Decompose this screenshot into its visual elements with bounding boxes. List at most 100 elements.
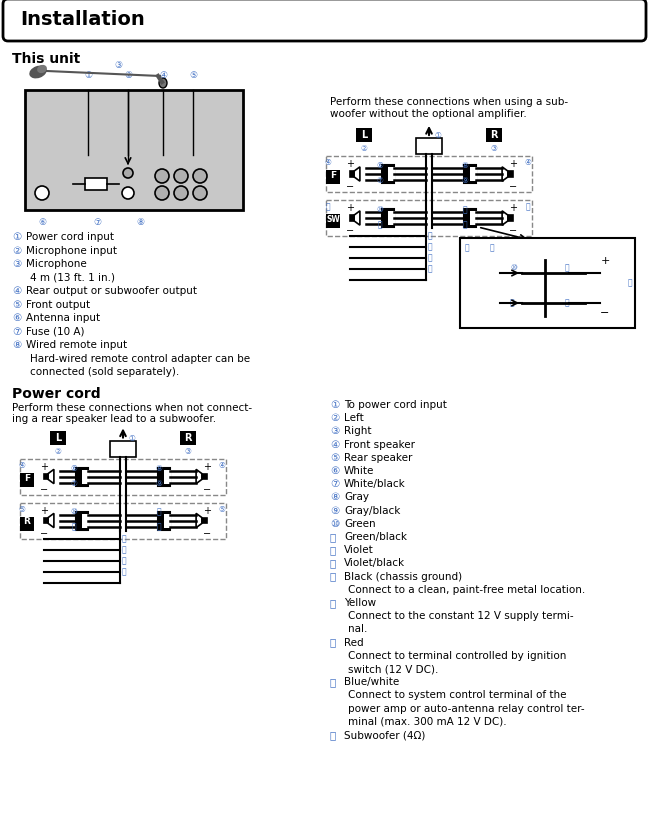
Bar <box>356 128 372 142</box>
Text: −: − <box>40 485 48 495</box>
Bar <box>50 430 66 445</box>
Text: ④: ④ <box>524 158 532 167</box>
Text: Front output: Front output <box>26 299 90 309</box>
Text: ⑦: ⑦ <box>330 480 339 490</box>
Text: ⑤: ⑤ <box>19 505 25 514</box>
Text: ①: ① <box>330 400 339 410</box>
Text: ⑥: ⑥ <box>71 464 77 473</box>
Text: Green: Green <box>344 519 376 529</box>
Text: ①: ① <box>434 131 441 140</box>
Bar <box>464 209 476 227</box>
Bar <box>180 430 196 445</box>
Text: ⑨: ⑨ <box>330 505 339 515</box>
Text: ④: ④ <box>12 286 21 296</box>
Text: ⑯: ⑯ <box>428 254 433 263</box>
Text: ⑪: ⑪ <box>71 522 77 531</box>
Text: ⑧: ⑧ <box>330 492 339 502</box>
Text: ④: ④ <box>159 71 167 80</box>
Bar <box>158 468 170 485</box>
Text: ⑩: ⑩ <box>510 263 517 272</box>
Bar <box>508 171 513 177</box>
Text: +: + <box>346 203 354 213</box>
Text: ⑧: ⑧ <box>156 464 162 473</box>
Text: ②: ② <box>12 245 21 255</box>
Text: ⑮: ⑮ <box>428 243 433 252</box>
Bar <box>20 459 226 495</box>
Bar <box>20 516 34 530</box>
Bar <box>202 474 206 480</box>
Bar <box>82 470 89 484</box>
Bar <box>158 511 170 530</box>
Text: Yellow: Yellow <box>344 598 376 608</box>
Text: ⑫: ⑫ <box>330 545 336 555</box>
Circle shape <box>35 186 49 200</box>
Text: ⑥: ⑥ <box>12 313 21 323</box>
Text: Antenna input: Antenna input <box>26 313 100 323</box>
Text: ⑫: ⑫ <box>565 263 570 272</box>
Polygon shape <box>196 514 202 528</box>
Bar <box>388 167 395 181</box>
Text: ①: ① <box>12 232 21 242</box>
Text: ⑦: ⑦ <box>93 218 101 227</box>
Text: ⑯: ⑯ <box>122 556 127 565</box>
Text: SW: SW <box>326 215 340 224</box>
Text: R: R <box>490 130 498 140</box>
Bar <box>563 276 570 300</box>
Text: +: + <box>509 203 517 213</box>
Text: woofer without the optional amplifier.: woofer without the optional amplifier. <box>330 109 527 119</box>
Text: ⑬: ⑬ <box>565 298 570 307</box>
Text: ⑨: ⑨ <box>461 176 469 185</box>
Circle shape <box>122 187 134 199</box>
Circle shape <box>193 169 207 183</box>
Text: ③: ③ <box>491 144 497 153</box>
Text: −: − <box>600 308 609 318</box>
Text: F: F <box>330 171 336 180</box>
Bar <box>43 474 48 480</box>
Text: +: + <box>40 505 48 515</box>
Text: ⑬: ⑬ <box>330 559 336 569</box>
Circle shape <box>174 186 188 200</box>
Text: White: White <box>344 466 374 476</box>
Text: ⑪: ⑪ <box>378 220 382 229</box>
Circle shape <box>155 169 169 183</box>
Bar <box>460 238 635 328</box>
Text: ⑬: ⑬ <box>156 522 162 531</box>
Text: ⑦: ⑦ <box>71 479 77 488</box>
Text: −: − <box>40 529 48 539</box>
Text: ⑫: ⑫ <box>463 205 467 214</box>
Ellipse shape <box>29 66 47 78</box>
Bar <box>43 518 48 524</box>
Bar <box>464 165 476 183</box>
Text: ②: ② <box>361 144 367 153</box>
Circle shape <box>123 168 133 178</box>
Ellipse shape <box>159 78 167 88</box>
Text: ⑫: ⑫ <box>156 508 162 516</box>
Text: R: R <box>23 518 31 526</box>
Text: ②: ② <box>124 71 132 80</box>
Text: 4 m (13 ft. 1 in.): 4 m (13 ft. 1 in.) <box>30 273 115 283</box>
Bar <box>164 470 171 484</box>
Bar <box>85 178 107 190</box>
Text: L: L <box>361 130 367 140</box>
Bar <box>326 156 532 192</box>
Text: +: + <box>203 461 211 471</box>
Text: ①: ① <box>128 434 135 443</box>
Text: Subwoofer (4Ω): Subwoofer (4Ω) <box>344 730 425 740</box>
Text: Power cord input: Power cord input <box>26 232 114 242</box>
Text: ⑳: ⑳ <box>490 243 495 252</box>
Text: ④: ④ <box>324 158 332 167</box>
Text: ⑧: ⑧ <box>12 340 21 350</box>
Text: Rear output or subwoofer output: Rear output or subwoofer output <box>26 286 197 296</box>
Text: ③: ③ <box>114 61 122 70</box>
Text: Connect to terminal controlled by ignition: Connect to terminal controlled by igniti… <box>348 651 567 661</box>
Text: Fuse (10 A): Fuse (10 A) <box>26 326 84 336</box>
Text: Gray/black: Gray/black <box>344 505 400 515</box>
Bar <box>382 209 394 227</box>
Text: Hard-wired remote control adapter can be: Hard-wired remote control adapter can be <box>30 354 250 364</box>
FancyBboxPatch shape <box>3 0 646 41</box>
Text: Microphone: Microphone <box>26 259 87 269</box>
Text: −: − <box>509 226 517 236</box>
Text: ④: ④ <box>19 460 25 470</box>
Text: ⑧: ⑧ <box>136 218 144 227</box>
Polygon shape <box>48 470 54 484</box>
